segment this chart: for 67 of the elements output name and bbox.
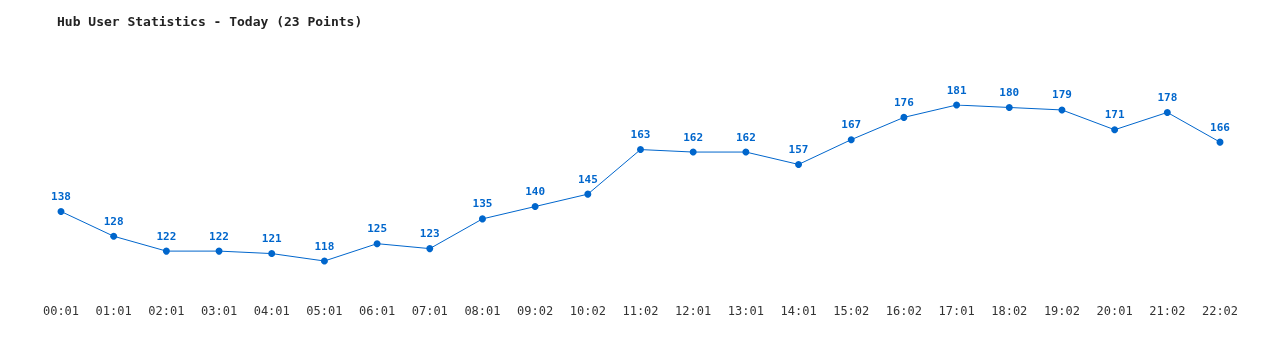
data-label: 128 — [103, 214, 124, 228]
x-tick-label: 19:02 — [1043, 304, 1081, 318]
point — [742, 148, 750, 156]
data-label: 118 — [314, 239, 335, 253]
data-label: 180 — [999, 85, 1020, 99]
data-label: 122 — [156, 229, 177, 243]
point — [637, 146, 644, 154]
data-label: 123 — [419, 227, 440, 241]
point — [953, 101, 961, 109]
x-tick-label: 21:02 — [1149, 304, 1186, 318]
x-tick-label: 06:01 — [359, 304, 396, 318]
x-tick-label: 18:02 — [991, 304, 1028, 318]
x-tick-label: 12:01 — [675, 304, 712, 318]
data-label: 179 — [1052, 88, 1072, 102]
point — [268, 250, 276, 258]
point — [584, 190, 592, 198]
point — [1111, 126, 1119, 134]
data-label: 122 — [209, 229, 229, 243]
data-label: 145 — [577, 172, 598, 186]
x-tick-label: 00:01 — [42, 304, 80, 318]
x-tick-label: 09:02 — [517, 304, 554, 318]
point — [795, 160, 803, 168]
point — [320, 257, 328, 265]
data-label: 166 — [1210, 120, 1231, 134]
data-label: 138 — [51, 189, 71, 203]
x-tick-label: 08:01 — [464, 304, 501, 318]
x-tick-label: 13:01 — [727, 304, 764, 318]
data-label: 157 — [788, 142, 809, 156]
point — [847, 136, 855, 144]
data-label: 125 — [367, 222, 388, 236]
x-tick-label: 22:02 — [1201, 304, 1239, 318]
point — [162, 247, 170, 255]
x-tick-label: 04:01 — [253, 304, 290, 318]
point — [57, 207, 65, 215]
data-label: 163 — [630, 128, 651, 142]
x-tick-label: 02:01 — [148, 304, 185, 318]
x-tick-label: 05:01 — [306, 304, 343, 318]
x-tick-label: 20:01 — [1096, 304, 1133, 318]
point — [689, 148, 697, 156]
x-tick-label: 10:02 — [569, 304, 606, 318]
point — [1163, 108, 1171, 116]
x-tick-label: 07:01 — [411, 304, 448, 318]
x-tick-label: 16:02 — [885, 304, 922, 318]
x-tick-label: 17:01 — [938, 304, 975, 318]
x-tick-label: 11:02 — [622, 304, 659, 318]
point — [426, 245, 434, 253]
point — [478, 215, 486, 223]
point — [373, 240, 381, 248]
x-tick-label: 14:01 — [780, 304, 817, 318]
point — [110, 232, 118, 240]
x-tick-label: 15:02 — [833, 304, 870, 318]
data-label: 181 — [946, 83, 967, 97]
data-label: 162 — [735, 130, 756, 144]
data-label: 162 — [683, 130, 704, 144]
chart-title: Hub User Statistics - Today (23 Points) — [57, 14, 363, 29]
x-tick-label: 01:01 — [95, 304, 132, 318]
data-label: 140 — [525, 185, 546, 199]
point — [900, 113, 908, 121]
data-label: 176 — [893, 95, 915, 109]
data-label: 121 — [261, 232, 283, 246]
point — [1005, 103, 1013, 111]
data-label: 167 — [841, 118, 862, 132]
data-label: 171 — [1104, 108, 1125, 122]
x-tick-label: 03:01 — [200, 304, 238, 318]
data-label: 178 — [1157, 90, 1178, 104]
point — [531, 203, 539, 211]
data-label: 135 — [472, 197, 493, 211]
